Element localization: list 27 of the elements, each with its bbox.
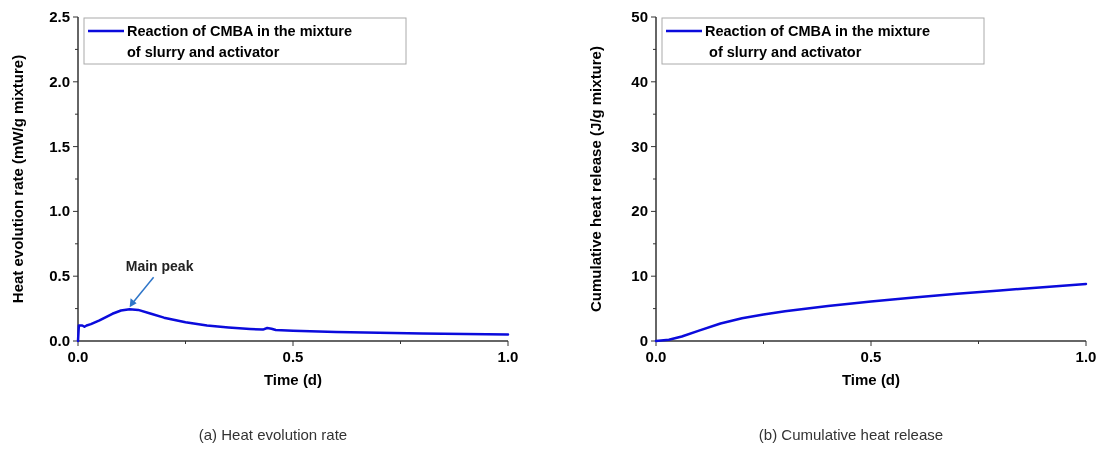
text: (b) Cumulative heat release <box>758 426 944 443</box>
y-tick-label: 40 <box>631 72 648 90</box>
y-tick-label: 0.5 <box>49 267 70 285</box>
x-tick-label: 0.0 <box>67 348 89 365</box>
y-tick-label: 50 <box>631 8 648 25</box>
y-tick-label: 2.0 <box>49 72 70 90</box>
y-tick-label: 1.0 <box>49 202 70 220</box>
x-tick-label: 1.0 <box>497 348 519 365</box>
y-axis-title: Heat evolution rate (mW/g mixture) <box>9 54 26 304</box>
x-tick-label: 1.0 <box>1075 348 1097 365</box>
y-tick-label: 30 <box>631 137 648 155</box>
y-tick-label: 10 <box>631 267 648 285</box>
legend-label: Reaction of CMBA in the mixture of slurry and activator <box>705 23 931 60</box>
y-tick-label: 0 <box>639 332 648 349</box>
legend-label: Reaction of CMBA in the mixture of slurry and activator <box>127 23 353 60</box>
x-tick-label: 0.0 <box>645 348 667 365</box>
x-tick-label: 0.5 <box>282 348 304 365</box>
y-tick-label: 1.5 <box>49 137 70 155</box>
y-tick-label: 2.5 <box>49 8 70 25</box>
x-axis-title: Time (d) <box>841 371 901 388</box>
y-tick-label: 0.0 <box>49 332 70 349</box>
y-tick-label: 20 <box>631 202 648 220</box>
x-axis-title: Time (d) <box>263 371 323 388</box>
annotation: Main peak <box>125 258 194 275</box>
y-axis-title: Cumulative heat release (J/g mixture) <box>587 46 604 312</box>
text: (a) Heat evolution rate <box>198 426 348 443</box>
x-tick-label: 0.5 <box>860 348 882 365</box>
